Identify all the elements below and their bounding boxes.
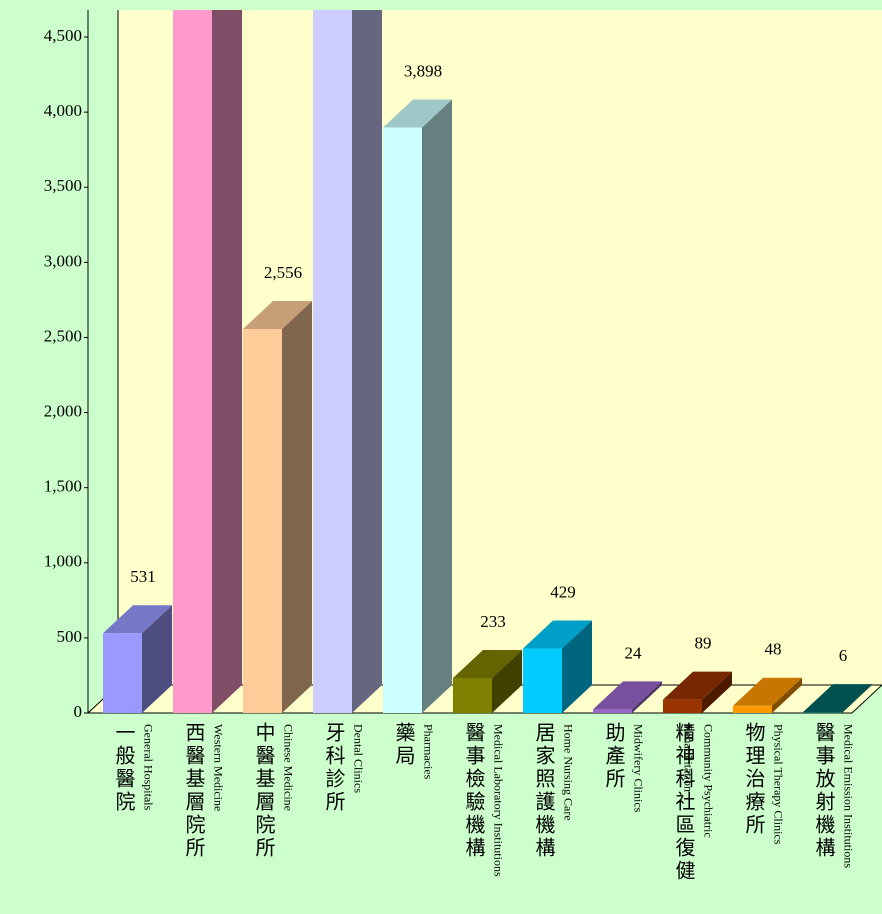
value-label: 531: [130, 567, 156, 586]
x-tick-label-en: Midwifery Clinics: [631, 724, 645, 813]
value-label: 429: [550, 582, 576, 601]
y-tick-label: 500: [57, 627, 83, 646]
x-tick-label: 藥局: [392, 722, 415, 768]
bar-side: [352, 10, 382, 713]
bar: [593, 709, 632, 713]
value-label: 3,898: [404, 61, 442, 80]
x-tick-label: 精神科社區復健: [672, 722, 695, 883]
bar-side: [702, 671, 732, 713]
y-tick-label: 0: [74, 702, 83, 721]
bars: [103, 10, 872, 713]
bar: [173, 10, 212, 713]
bar-side: [282, 301, 312, 713]
x-tick-label-en: Medical Laboratory Institutions: [491, 724, 505, 877]
bar-top: [383, 99, 452, 128]
x-tick-label: 牙科診所: [322, 722, 345, 814]
y-tick-label: 1,000: [44, 552, 82, 571]
bar-side: [212, 10, 242, 713]
bar-side: [562, 620, 592, 713]
x-tick-label-en: General Hospitals: [141, 724, 155, 811]
value-label: 48: [765, 640, 782, 659]
bar-side: [492, 650, 522, 713]
y-tick-label: 3,000: [44, 251, 82, 270]
bar: [663, 699, 702, 713]
x-tick-label-en: Chinese Medicine: [281, 724, 295, 811]
bar: [383, 127, 422, 713]
bar-side: [142, 605, 172, 713]
value-label: 233: [480, 612, 506, 631]
bar: [103, 633, 142, 713]
y-tick-label: 4,500: [44, 26, 82, 45]
bar-top: [453, 650, 522, 679]
bar-top: [663, 671, 732, 700]
bar-side: [422, 99, 452, 713]
x-tick-label: 中醫基層院所: [252, 722, 275, 860]
bar: [803, 712, 842, 713]
value-label: 24: [625, 643, 643, 662]
x-tick-label: 醫事放射機構: [812, 722, 835, 860]
bar: [243, 329, 282, 713]
bar: [313, 10, 352, 713]
bar-side: [842, 684, 872, 713]
y-tick-label: 4,000: [44, 101, 82, 120]
bar-top: [803, 684, 872, 713]
bar: [733, 705, 772, 713]
x-tick-label: 物理治療所: [742, 722, 765, 837]
bar-side: [772, 677, 802, 713]
x-tick-label: 醫事檢驗機構: [462, 722, 485, 860]
x-tick-label: 西醫基層院所: [182, 722, 205, 860]
x-tick-label-en: Community Psychiatric: [701, 724, 715, 838]
value-label: 2,556: [264, 263, 302, 282]
x-tick-label-en: Home Nursing Care: [561, 724, 575, 821]
x-tick-label-en: Pharmacies: [421, 724, 435, 780]
y-tick-label: 1,500: [44, 477, 82, 496]
bar-top: [103, 605, 172, 634]
x-tick-label-en: Physical Therapy Clinics: [771, 724, 785, 845]
bar-top: [733, 677, 802, 706]
x-tick-label-en: Western Medicine: [211, 724, 225, 811]
x-tick-label-en: Dental Clinics: [351, 724, 365, 793]
y-tick-label: 3,500: [44, 176, 82, 195]
x-tick-label-en: Rehabilitation: [681, 724, 695, 792]
bar: [523, 648, 562, 713]
x-tick-label: 助產所: [602, 722, 625, 791]
x-tick-label: 一般醫院: [112, 722, 135, 814]
bar-top: [593, 681, 662, 710]
value-label: 89: [695, 634, 712, 653]
x-tick-label: 居家照護機構: [532, 722, 555, 860]
y-tick-label: 2,000: [44, 401, 82, 420]
bar: [453, 678, 492, 713]
bar-top: [523, 620, 592, 649]
value-label: 6: [839, 646, 848, 665]
y-tick-label: 2,500: [44, 326, 82, 345]
bar-top: [243, 301, 312, 330]
x-tick-label-en: Medical Emission Institutions: [841, 724, 855, 868]
bar-side: [632, 681, 662, 713]
